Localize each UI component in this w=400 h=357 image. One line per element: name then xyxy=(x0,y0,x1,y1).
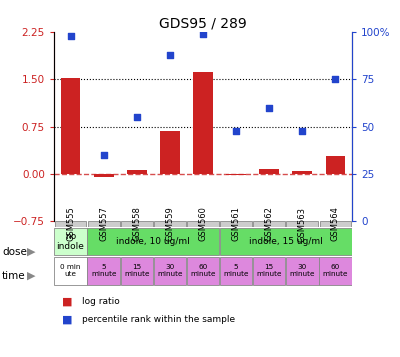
Text: ▶: ▶ xyxy=(27,271,36,281)
Text: GSM564: GSM564 xyxy=(331,207,340,241)
FancyBboxPatch shape xyxy=(286,221,318,227)
Point xyxy=(233,128,239,134)
Text: GSM562: GSM562 xyxy=(265,207,274,241)
Text: GSM555: GSM555 xyxy=(66,207,75,241)
FancyBboxPatch shape xyxy=(253,221,285,227)
FancyBboxPatch shape xyxy=(220,221,252,227)
Text: 60
minute: 60 minute xyxy=(323,265,348,277)
Point xyxy=(67,33,74,39)
FancyBboxPatch shape xyxy=(320,221,351,227)
FancyBboxPatch shape xyxy=(88,221,120,227)
Text: 30
minute: 30 minute xyxy=(157,265,183,277)
Text: GSM558: GSM558 xyxy=(132,207,141,241)
Point xyxy=(266,105,272,111)
FancyBboxPatch shape xyxy=(253,257,286,285)
Text: indole, 10 ug/ml: indole, 10 ug/ml xyxy=(116,237,190,246)
FancyBboxPatch shape xyxy=(220,227,352,255)
Bar xyxy=(326,156,345,174)
Text: percentile rank within the sample: percentile rank within the sample xyxy=(82,315,235,324)
Text: dose: dose xyxy=(2,247,27,257)
Bar xyxy=(193,72,213,174)
Point xyxy=(299,128,306,134)
Text: ■: ■ xyxy=(62,297,72,307)
Text: ■: ■ xyxy=(62,315,72,325)
FancyBboxPatch shape xyxy=(286,257,318,285)
Text: 15
minute: 15 minute xyxy=(256,265,282,277)
FancyBboxPatch shape xyxy=(187,221,219,227)
FancyBboxPatch shape xyxy=(154,221,186,227)
Text: GSM560: GSM560 xyxy=(198,207,208,241)
Text: GSM561: GSM561 xyxy=(232,207,241,241)
FancyBboxPatch shape xyxy=(55,221,86,227)
Point xyxy=(134,114,140,120)
FancyBboxPatch shape xyxy=(54,257,87,285)
FancyBboxPatch shape xyxy=(154,257,186,285)
Bar xyxy=(61,78,80,174)
Text: ▶: ▶ xyxy=(27,247,36,257)
FancyBboxPatch shape xyxy=(88,257,120,285)
FancyBboxPatch shape xyxy=(220,257,252,285)
Bar xyxy=(259,169,279,174)
Text: GSM559: GSM559 xyxy=(165,207,174,241)
FancyBboxPatch shape xyxy=(88,227,219,255)
Text: 5
minute: 5 minute xyxy=(91,265,116,277)
Text: GSM557: GSM557 xyxy=(99,207,108,241)
Text: time: time xyxy=(2,271,26,281)
Text: log ratio: log ratio xyxy=(82,297,120,306)
FancyBboxPatch shape xyxy=(319,257,352,285)
Title: GDS95 / 289: GDS95 / 289 xyxy=(159,17,247,31)
FancyBboxPatch shape xyxy=(120,257,153,285)
Text: 5
minute: 5 minute xyxy=(223,265,249,277)
Point xyxy=(332,77,339,82)
Text: 60
minute: 60 minute xyxy=(190,265,216,277)
Text: 0 min
ute: 0 min ute xyxy=(60,265,81,277)
Bar xyxy=(94,174,114,177)
Bar xyxy=(226,174,246,175)
Bar xyxy=(127,170,147,174)
Bar xyxy=(292,171,312,174)
Text: indole, 15 ug/ml: indole, 15 ug/ml xyxy=(249,237,323,246)
Bar xyxy=(160,131,180,174)
Text: 30
minute: 30 minute xyxy=(290,265,315,277)
Text: 15
minute: 15 minute xyxy=(124,265,150,277)
FancyBboxPatch shape xyxy=(121,221,153,227)
Text: GSM563: GSM563 xyxy=(298,206,307,242)
Point xyxy=(100,152,107,158)
Point xyxy=(200,31,206,37)
FancyBboxPatch shape xyxy=(187,257,219,285)
Text: no
indole: no indole xyxy=(57,232,84,251)
Point xyxy=(167,52,173,58)
FancyBboxPatch shape xyxy=(54,227,87,255)
